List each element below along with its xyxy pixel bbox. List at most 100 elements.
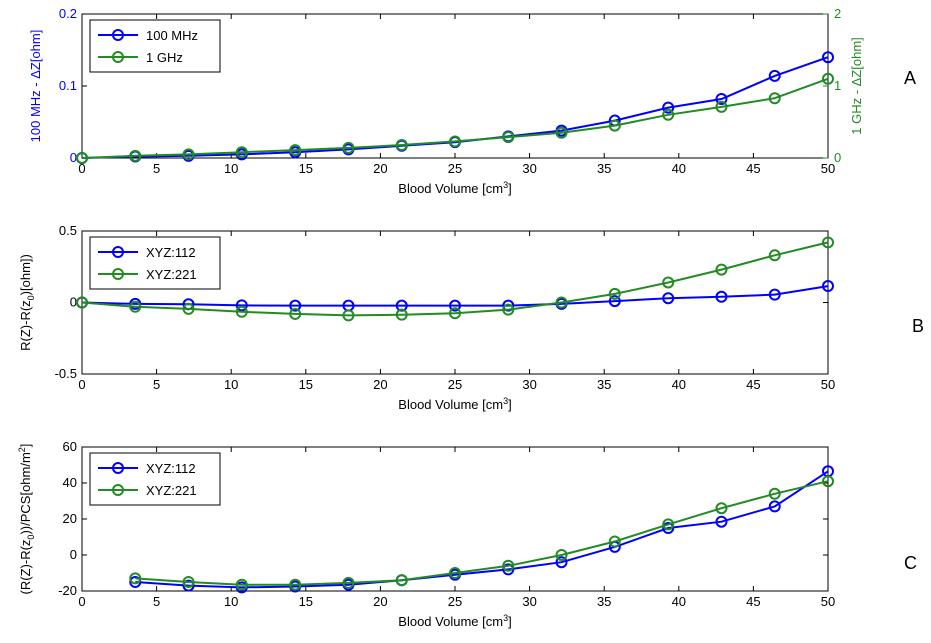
y-tick-label: 0.1 bbox=[59, 78, 77, 93]
data-point bbox=[289, 144, 302, 157]
x-tick-label: 5 bbox=[153, 594, 160, 609]
data-point bbox=[76, 152, 88, 164]
legend-marker bbox=[112, 29, 124, 41]
x-tick-label: 30 bbox=[522, 594, 536, 609]
panel-label: B bbox=[912, 316, 924, 336]
panel-label: C bbox=[904, 553, 917, 573]
y-tick-label: -20 bbox=[58, 583, 77, 598]
x-tick-label: 0 bbox=[78, 377, 85, 392]
data-point bbox=[662, 108, 675, 121]
data-point bbox=[608, 535, 621, 548]
y-tick-label: 0.5 bbox=[59, 223, 77, 238]
y-axis-label: (R(Z)-R(z0))/PCS[ohm/m2] bbox=[17, 444, 36, 595]
legend-marker bbox=[112, 51, 124, 63]
chart-panel-b: 0 5 10 15 20 25 30 35 40 45 50 Blood Volume [cm3] -0… bbox=[18, 223, 924, 412]
x-tick-label: 35 bbox=[597, 377, 611, 392]
legend: 100 MHz 1 GHz bbox=[89, 19, 221, 73]
x-tick-label: 5 bbox=[153, 161, 160, 176]
x-tick-label: 50 bbox=[821, 161, 835, 176]
data-point bbox=[449, 299, 461, 312]
x-tick-label: 30 bbox=[522, 161, 536, 176]
data-point bbox=[235, 578, 248, 591]
series-line-xyz-112 bbox=[135, 470, 829, 589]
data-point bbox=[822, 72, 834, 85]
x-tick-label: 50 bbox=[821, 377, 835, 392]
data-point bbox=[235, 146, 248, 159]
data-point bbox=[822, 236, 834, 249]
x-tick-label: 45 bbox=[746, 594, 760, 609]
y-tick-label: 0 bbox=[70, 547, 77, 562]
data-point bbox=[289, 307, 302, 320]
data-point bbox=[235, 305, 248, 318]
legend-marker bbox=[112, 268, 124, 280]
data-point bbox=[502, 303, 515, 316]
x-tick-label: 30 bbox=[522, 377, 536, 392]
legend-label: XYZ:112 bbox=[146, 461, 196, 476]
x-tick-label: 10 bbox=[224, 161, 238, 176]
x-tick-label: 10 bbox=[224, 377, 238, 392]
legend-label: 1 GHz bbox=[146, 50, 183, 65]
legend-label: XYZ:221 bbox=[146, 483, 197, 498]
x-tick-label: 45 bbox=[746, 161, 760, 176]
data-point bbox=[555, 296, 568, 309]
x-tick-label: 40 bbox=[672, 377, 686, 392]
data-point bbox=[608, 119, 621, 132]
data-point bbox=[289, 578, 302, 591]
data-point bbox=[822, 51, 834, 64]
x-tick-label: 15 bbox=[299, 161, 313, 176]
data-point bbox=[822, 475, 834, 488]
series-line-1-ghz bbox=[81, 77, 829, 159]
data-point bbox=[502, 563, 515, 576]
x-axis-label: Blood Volume [cm3] bbox=[398, 613, 511, 629]
data-point bbox=[289, 299, 302, 312]
data-point bbox=[129, 572, 142, 585]
data-point bbox=[662, 292, 675, 305]
x-tick-label: 0 bbox=[78, 161, 85, 176]
data-point bbox=[715, 92, 728, 105]
legend-box bbox=[89, 19, 221, 73]
panel-label: A bbox=[904, 68, 916, 88]
data-point bbox=[182, 579, 195, 592]
data-point bbox=[768, 92, 781, 105]
data-point bbox=[768, 487, 781, 500]
y-tick-label: 0 bbox=[70, 295, 77, 310]
data-point bbox=[182, 148, 195, 161]
data-point bbox=[608, 295, 621, 308]
data-point bbox=[555, 556, 568, 569]
x-tick-label: 40 bbox=[672, 594, 686, 609]
x-tick-label: 45 bbox=[746, 377, 760, 392]
data-point bbox=[768, 288, 781, 301]
x-axis-label: Blood Volume [cm3] bbox=[398, 396, 511, 412]
legend-label: XYZ:221 bbox=[146, 267, 197, 282]
x-tick-label: 25 bbox=[448, 377, 462, 392]
legend-marker bbox=[112, 462, 124, 474]
y-axis-label: R(Z)-R(z0)[ohm]) bbox=[18, 254, 36, 351]
data-point bbox=[502, 299, 515, 312]
data-point bbox=[449, 135, 461, 148]
data-point bbox=[555, 549, 568, 561]
data-point bbox=[395, 574, 408, 587]
x-axis-label: Blood Volume [cm3] bbox=[398, 180, 511, 196]
x-tick-label: 25 bbox=[448, 161, 462, 176]
data-point bbox=[715, 263, 728, 276]
data-point bbox=[502, 131, 515, 144]
x-tick-label: 20 bbox=[373, 161, 387, 176]
chart-panel-c: 0 5 10 15 20 25 30 35 40 45 50 Blood Volume [cm3] -2… bbox=[17, 439, 917, 629]
data-point bbox=[395, 308, 408, 321]
data-point bbox=[662, 101, 675, 114]
data-point bbox=[768, 69, 781, 82]
x-tick-label: 5 bbox=[153, 377, 160, 392]
data-point bbox=[608, 287, 621, 300]
x-tick-label: 20 bbox=[373, 377, 387, 392]
x-tick-label: 15 bbox=[299, 377, 313, 392]
legend-label: XYZ:112 bbox=[146, 245, 196, 260]
series-line-xyz-221 bbox=[81, 241, 829, 317]
data-point bbox=[715, 515, 728, 528]
data-point bbox=[822, 280, 834, 293]
data-point bbox=[342, 309, 355, 322]
y-tick-label: 20 bbox=[63, 511, 77, 526]
x-tick-label: 25 bbox=[448, 594, 462, 609]
data-point bbox=[715, 290, 728, 303]
